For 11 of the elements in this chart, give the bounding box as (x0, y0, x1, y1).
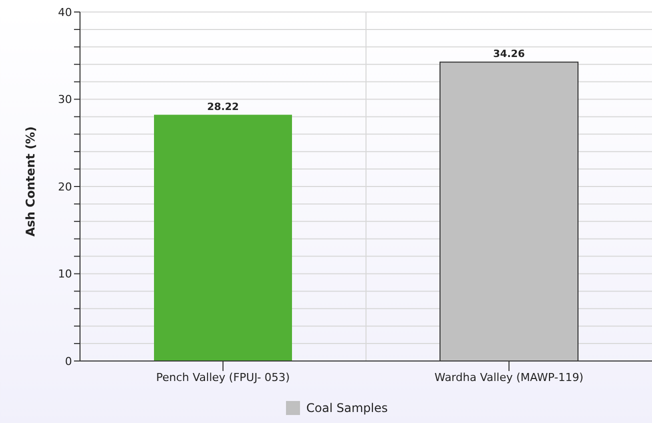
y-axis-title: Ash Content (%) (23, 126, 38, 236)
y-tick-label: 10 (58, 268, 72, 281)
y-tick-label: 30 (58, 93, 72, 106)
y-tick-label: 40 (58, 6, 72, 19)
y-tick-label: 20 (58, 180, 72, 194)
data-label: 28.22 (207, 102, 239, 113)
y-tick-label: 0 (65, 354, 72, 368)
x-tick-label: Wardha Valley (MAWP-119) (434, 370, 584, 384)
text: Coal Samples (306, 401, 388, 415)
x-tick-label: Pench Valley (FPUJ- 053) (156, 370, 290, 384)
data-label: 34.26 (493, 49, 525, 60)
